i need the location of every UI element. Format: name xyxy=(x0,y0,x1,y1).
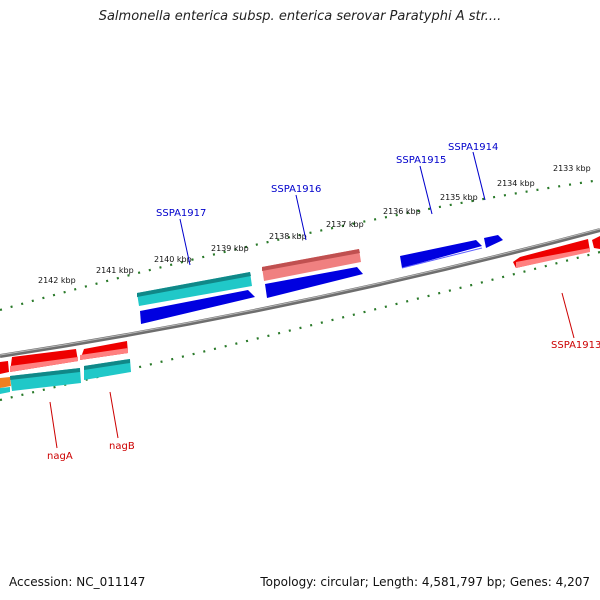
accession-text: Accession: NC_011147 xyxy=(9,575,146,589)
outer-tick-ring xyxy=(0,178,600,312)
tick-label-2141: 2141 kbp xyxy=(96,266,134,275)
tick-label-2139: 2139 kbp xyxy=(211,244,249,253)
gene-label-nagB[interactable]: nagB xyxy=(109,441,135,452)
gene-label-SSPA1915[interactable]: SSPA1915 xyxy=(396,155,446,166)
tick-label-2134: 2134 kbp xyxy=(497,179,535,188)
gene-SSPA1915-feature[interactable] xyxy=(400,240,483,269)
tick-label-2136: 2136 kbp xyxy=(383,207,421,216)
gene-orange-feature[interactable] xyxy=(0,377,11,388)
gene-nagB-red-feature[interactable] xyxy=(80,341,128,360)
tick-label-2142: 2142 kbp xyxy=(38,276,76,285)
gene-SSPA1917-feature[interactable] xyxy=(140,290,255,324)
tick-labels: 2133 kbp 2134 kbp 2135 kbp 2136 kbp 2137… xyxy=(38,164,591,285)
gene-label-SSPA1913[interactable]: SSPA1913 xyxy=(551,340,600,351)
gene-cyan-edge-feature[interactable] xyxy=(0,387,10,394)
gene-label-nagA[interactable]: nagA xyxy=(47,451,73,462)
gene-SSPA1914-feature[interactable] xyxy=(484,235,503,248)
gene-label-SSPA1916[interactable]: SSPA1916 xyxy=(271,184,321,195)
tick-label-2135: 2135 kbp xyxy=(440,193,478,202)
gene-edge-red-feature[interactable] xyxy=(592,236,600,249)
gene-SSPA1913-feature[interactable] xyxy=(513,239,590,268)
inner-tick-ring xyxy=(0,250,600,402)
label-leaders xyxy=(49,151,575,449)
gene-SSPA1916-feature[interactable] xyxy=(265,267,363,298)
genome-backbone xyxy=(0,228,600,358)
tick-label-2138: 2138 kbp xyxy=(269,232,307,241)
gene-label-SSPA1914[interactable]: SSPA1914 xyxy=(448,142,498,153)
gene-edge-red-left-feature[interactable] xyxy=(0,361,9,374)
tick-label-2140: 2140 kbp xyxy=(154,255,192,264)
gene-red-left-feature[interactable] xyxy=(10,349,78,372)
map-title: Salmonella enterica subsp. enterica sero… xyxy=(98,9,502,24)
gene-nagA-feature[interactable] xyxy=(10,368,81,391)
gene-nagB-feature[interactable] xyxy=(84,359,131,380)
gene-cyan-outer-feature[interactable] xyxy=(137,272,252,306)
tick-label-2133: 2133 kbp xyxy=(553,164,591,173)
topology-text: Topology: circular; Length: 4,581,797 bp… xyxy=(260,575,590,589)
backbone-highlight xyxy=(0,228,600,356)
tick-label-2137: 2137 kbp xyxy=(326,220,364,229)
gene-label-SSPA1917[interactable]: SSPA1917 xyxy=(156,208,206,219)
gene-light-red-feature[interactable] xyxy=(262,249,361,281)
